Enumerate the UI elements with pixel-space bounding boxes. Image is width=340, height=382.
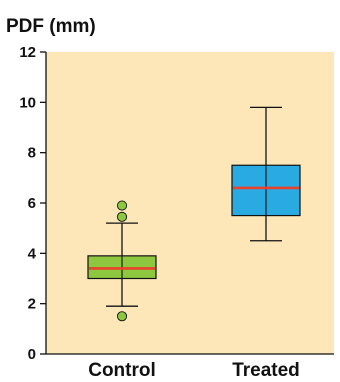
boxes — [87, 106, 301, 322]
y-tick-label: 2 — [28, 296, 36, 313]
outlier-point — [116, 200, 128, 211]
y-tick-label: 10 — [19, 94, 36, 111]
x-category-label: Treated — [232, 360, 300, 381]
y-tick-label: 8 — [28, 145, 36, 162]
box-treated — [231, 106, 301, 242]
y-tick-label: 4 — [28, 245, 37, 262]
y-tick-label: 0 — [28, 346, 36, 363]
outlier-point — [116, 211, 128, 222]
outlier-point — [116, 311, 128, 322]
y-tick-label: 6 — [28, 195, 36, 212]
x-category-label: Control — [88, 360, 156, 381]
y-axis-title: PDF (mm) — [6, 16, 96, 37]
y-tick-label: 12 — [19, 44, 36, 61]
box-control — [87, 200, 157, 322]
x-axis-labels: Control Treated — [88, 360, 300, 381]
y-axis-ticks: 0 2 4 6 8 10 12 — [19, 44, 46, 363]
